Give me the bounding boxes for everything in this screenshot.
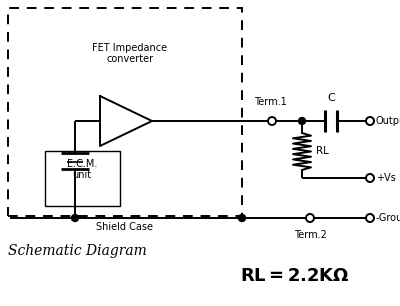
Circle shape (72, 215, 78, 222)
Circle shape (306, 214, 314, 222)
Text: -Ground: -Ground (376, 213, 400, 223)
Circle shape (366, 174, 374, 182)
Text: FET Impedance: FET Impedance (92, 43, 168, 53)
Text: $\mathbf{RL=2.2K\Omega}$: $\mathbf{RL=2.2K\Omega}$ (240, 267, 349, 285)
Circle shape (366, 117, 374, 125)
Text: Schematic Diagram: Schematic Diagram (8, 244, 147, 258)
Text: +Vs: +Vs (376, 173, 396, 183)
Text: Term.1: Term.1 (254, 97, 286, 107)
Text: Term.2: Term.2 (294, 230, 326, 240)
Text: Shield Case: Shield Case (96, 222, 154, 232)
Text: RL: RL (316, 147, 329, 156)
Text: Output: Output (376, 116, 400, 126)
Text: E.C.M.: E.C.M. (67, 159, 97, 169)
Circle shape (268, 117, 276, 125)
Circle shape (238, 215, 246, 222)
Circle shape (366, 214, 374, 222)
Circle shape (298, 118, 306, 125)
Text: unit: unit (72, 170, 92, 180)
Text: C: C (327, 93, 335, 103)
Text: converter: converter (106, 54, 154, 64)
